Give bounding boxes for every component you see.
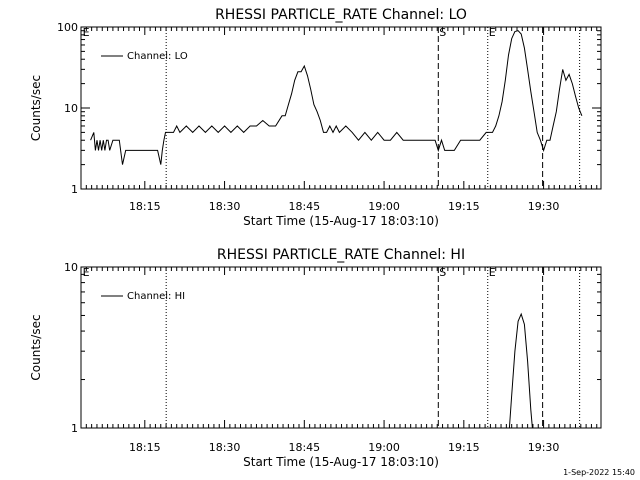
marker-label: S — [439, 266, 446, 279]
y-tick-label: 1 — [71, 422, 78, 435]
y-tick-label: 10 — [64, 261, 78, 274]
x-axis-label: Start Time (15-Aug-17 18:03:10) — [243, 455, 439, 469]
x-tick-label: 19:30 — [528, 441, 560, 454]
y-tick-label: 1 — [71, 183, 78, 196]
chart-title: RHESSI PARTICLE_RATE Channel: LO — [215, 7, 467, 23]
x-tick-label: 18:15 — [129, 200, 161, 213]
x-tick-label: 18:45 — [288, 441, 320, 454]
legend-entry: Channel: HI — [127, 291, 185, 302]
x-tick-label: 18:45 — [288, 200, 320, 213]
marker-label: E — [489, 266, 496, 279]
x-tick-label: 19:15 — [448, 441, 480, 454]
footer-timestamp: 1-Sep-2022 15:40 — [563, 468, 635, 477]
x-tick-label: 18:30 — [209, 441, 241, 454]
chart-title: RHESSI PARTICLE_RATE Channel: HI — [217, 247, 465, 263]
marker-label: E — [83, 266, 90, 279]
x-tick-label: 19:00 — [368, 441, 400, 454]
hi-channel-panel: RHESSI PARTICLE_RATE Channel: HI Start Ti… — [29, 247, 602, 469]
x-tick-label: 19:15 — [448, 200, 480, 213]
y-axis-label: Counts/sec — [29, 314, 43, 380]
x-tick-label: 19:00 — [368, 200, 400, 213]
x-axis-label: Start Time (15-Aug-17 18:03:10) — [243, 214, 439, 228]
lo-channel-panel: RHESSI PARTICLE_RATE Channel: LO Start Ti… — [29, 7, 602, 228]
plot-frame — [80, 266, 602, 429]
marker-label: S — [439, 26, 446, 39]
x-tick-label: 18:15 — [129, 441, 161, 454]
y-axis-label: Counts/sec — [29, 75, 43, 141]
x-tick-label: 19:30 — [528, 200, 560, 213]
marker-label: E — [489, 26, 496, 39]
x-tick-label: 18:30 — [209, 200, 241, 213]
series-line — [90, 30, 583, 165]
y-tick-label: 100 — [57, 21, 78, 34]
legend-entry: Channel: LO — [127, 51, 188, 62]
series-line — [508, 312, 533, 429]
y-tick-label: 10 — [64, 102, 78, 115]
marker-label: E — [83, 26, 90, 39]
